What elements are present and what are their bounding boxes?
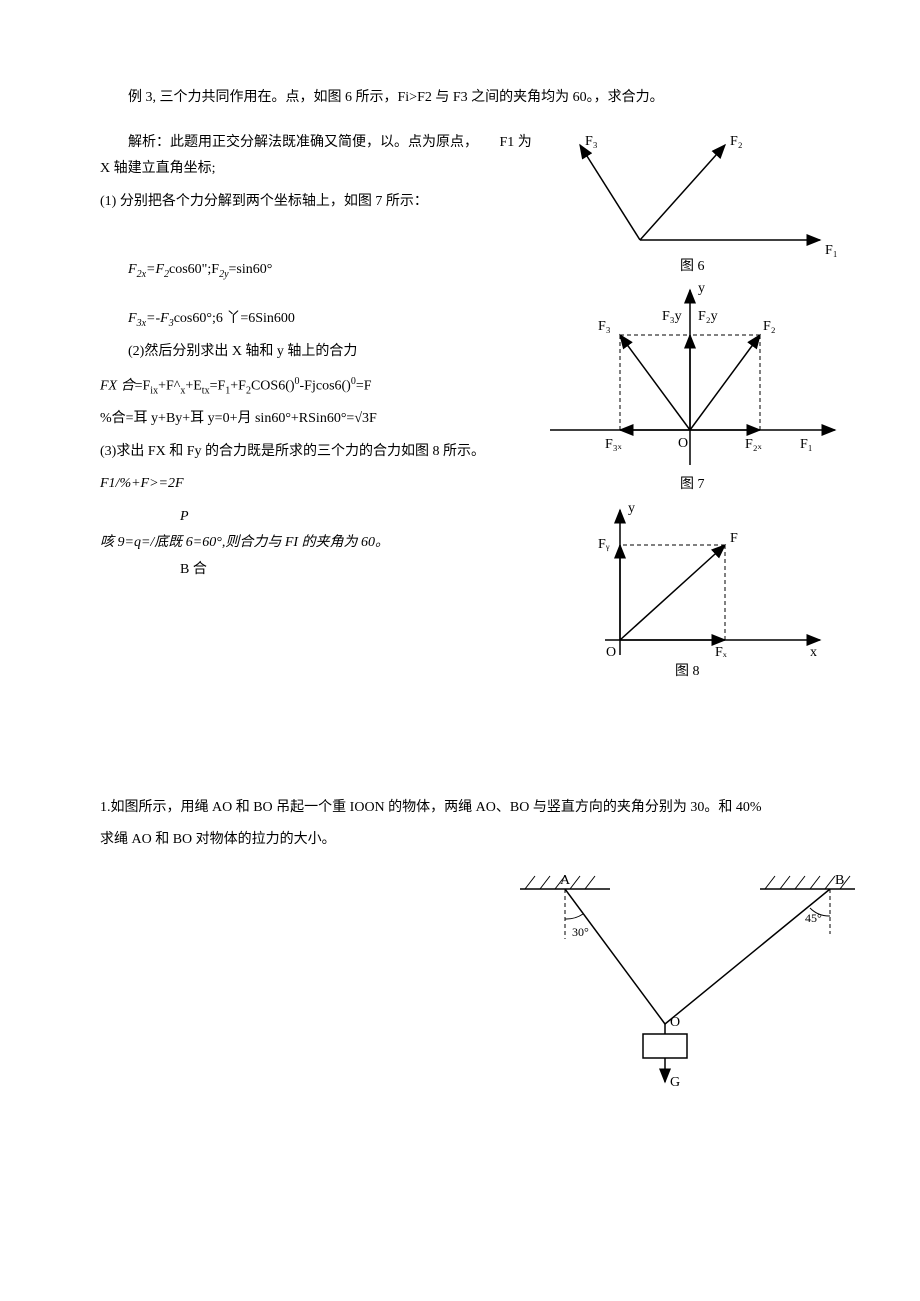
fx-lbl8: Fₓ	[715, 645, 728, 660]
eq-p: P	[180, 504, 540, 531]
eq-fx-m1: +F^	[158, 378, 180, 393]
figure-6: F₁ F₂ F₃ 图 6	[550, 130, 840, 275]
fig6-caption: 图 6	[680, 259, 705, 274]
f2-lbl: F₂	[763, 319, 776, 334]
solution-intro: 解析：此题用正交分解法既准确又简便，以。点为原点，	[100, 130, 478, 157]
a-label: A	[560, 873, 571, 888]
o-lbl8: O	[606, 645, 616, 660]
f-lbl8: F	[730, 531, 738, 546]
eq-theta-text: 咳 9=q=/底既 6=60°,则合力与 FI 的夹角为 60。	[100, 535, 389, 550]
eq-f2-sub1: 2x	[137, 269, 146, 280]
f1-label: F₁	[825, 243, 838, 258]
f2x-lbl: F₂ₓ	[745, 437, 763, 452]
figure-8: y x O F Fₓ Fᵧ 图 8	[550, 500, 840, 680]
eq-fx-r: =F	[135, 378, 151, 393]
eq-fy: %合=耳 y+By+耳 y=0+月 sin60°+RSin60°=√3F	[100, 406, 540, 433]
eq-f2-rest: cos60";F	[169, 262, 219, 277]
y-label: y	[698, 281, 705, 296]
f3y-lbl: F₃y	[662, 309, 682, 324]
g-label: G	[670, 1075, 680, 1090]
eq-f1line: F1/%+F>=2F	[100, 471, 540, 498]
eq-f2-part: F	[128, 262, 137, 277]
eq-f2-tail: =sin60°	[229, 262, 273, 277]
eq-f2-sub3: 2y	[219, 269, 228, 280]
fy-lbl8: Fᵧ	[598, 537, 610, 552]
problem1-line1: 1.如图所示，用绳 AO 和 BO 吊起一个重 IOON 的物体，两绳 AO、B…	[100, 795, 860, 822]
eq-f2: F2x=F2cos60";F2y=sin60°	[100, 257, 540, 284]
example-title: 例 3, 三个力共同作用在。点，如图 6 所示，Fi>F2 与 F3 之间的夹角…	[100, 85, 860, 112]
eq-f3-sub1: 3x	[137, 318, 146, 329]
f3-label: F₃	[585, 134, 598, 149]
eq-fx-s3: tx	[202, 385, 210, 396]
eq-fx-m5: COS6()	[251, 378, 295, 393]
step-3: (3)求出 FX 和 Fy 的合力既是所求的三个力的合力如图 8 所示。	[100, 439, 540, 466]
eq-fx-m6: -Fjcos6()	[300, 378, 351, 393]
eq-fx: FX 合=Fix+F^x+Etx=F1+F2COS6()0-Fjcos6()0=…	[100, 372, 540, 400]
solution-intro-row: 解析：此题用正交分解法既准确又简便，以。点为原点， F1 为 X 轴建立直角坐标…	[100, 130, 540, 183]
y-lbl8: y	[628, 501, 635, 516]
figure-9: A B O G 30° 45°	[510, 864, 860, 1094]
f3x-lbl: F₃ₓ	[605, 437, 623, 452]
eq-fx-m2: +E	[185, 378, 201, 393]
eq-f3-eq: =-F	[146, 311, 169, 326]
eq-bhe: B 合	[180, 557, 540, 584]
eq-f3-part: F	[128, 311, 137, 326]
eq-f2-eq: =F	[146, 262, 164, 277]
b-label: B	[835, 873, 844, 888]
ang45-label: 45°	[805, 911, 822, 925]
f3-lbl: F₃	[598, 319, 611, 334]
f2-label: F₂	[730, 134, 743, 149]
eq-f3: F3x=-F3cos60°;6 丫=6Sin600	[100, 306, 540, 333]
eq-fx-m4: +F	[230, 378, 246, 393]
eq-fx-head: FX 合	[100, 378, 135, 393]
fig8-caption: 图 8	[675, 664, 700, 679]
figure-7: y F₁ F₂ F₃ F₂ₓ F₃ₓ F₂y F₃y O 图 7	[550, 280, 840, 495]
fig7-caption: 图 7	[680, 477, 705, 492]
step-1: (1) 分别把各个力分解到两个坐标轴上，如图 7 所示：	[100, 189, 540, 216]
eq-fx-m3: =F	[210, 378, 226, 393]
o-label9: O	[670, 1015, 680, 1030]
eq-f3-rest: cos60°;6 丫=6Sin600	[174, 311, 295, 326]
f1-lbl: F₁	[800, 437, 813, 452]
x-lbl8: x	[810, 645, 817, 660]
step-2: (2)然后分别求出 X 轴和 y 轴上的合力	[100, 339, 540, 366]
eq-fx-s1: ix	[150, 385, 158, 396]
f2y-lbl: F₂y	[698, 309, 718, 324]
eq-fx-tail: =F	[356, 378, 372, 393]
ang30-label: 30°	[572, 925, 589, 939]
problem1-line2: 求绳 AO 和 BO 对物体的拉力的大小。	[100, 827, 860, 854]
eq-theta: 咳 9=q=/底既 6=60°,则合力与 FI 的夹角为 60。	[100, 530, 540, 557]
o-lbl: O	[678, 436, 688, 451]
